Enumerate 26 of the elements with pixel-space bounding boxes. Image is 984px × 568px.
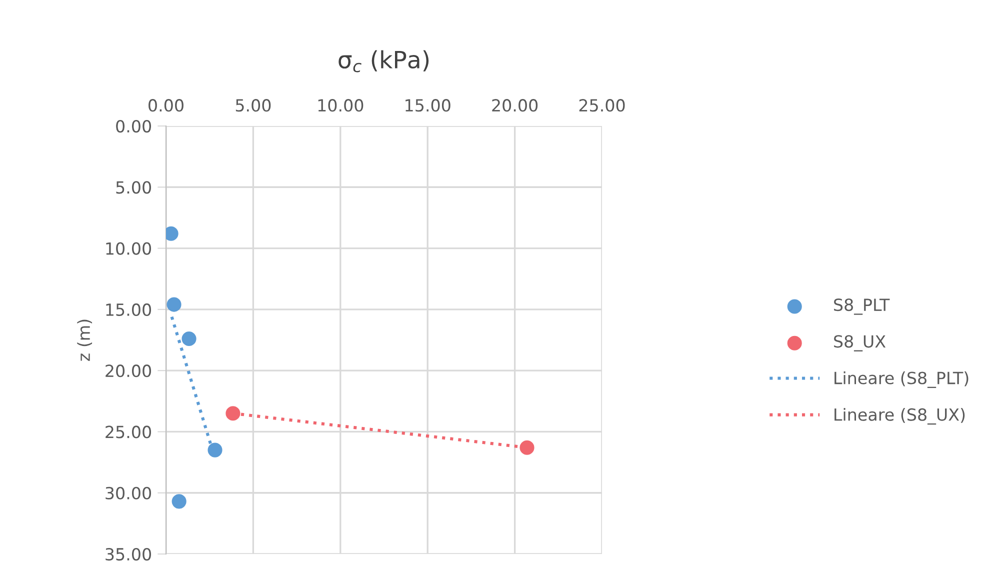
x-tick-label: 20.00 xyxy=(492,99,538,112)
y-tick-label: 15.00 xyxy=(106,303,152,316)
x-tick-label: 0.00 xyxy=(148,99,184,112)
point xyxy=(226,406,240,421)
y-tick-label: 5.00 xyxy=(116,181,152,194)
legend-label: Lineare (S8_PLT) xyxy=(834,371,968,388)
y-tick-label: 20.00 xyxy=(106,364,152,378)
y-tick-label: 30.00 xyxy=(106,486,152,500)
point xyxy=(182,331,196,346)
point xyxy=(172,494,186,509)
x-tick-label: 10.00 xyxy=(318,99,364,112)
legend-label: Lineare (S8_UX) xyxy=(834,408,965,425)
y-tick-label: 35.00 xyxy=(106,548,152,561)
legend-label: S8_PLT xyxy=(834,298,890,315)
y-tick-label: 25.00 xyxy=(106,426,152,438)
point xyxy=(520,440,534,455)
y-tick-label: 0.00 xyxy=(116,120,152,133)
y-axis-title: z (m) xyxy=(77,320,92,361)
x-tick-label: 15.00 xyxy=(406,99,450,112)
point xyxy=(166,297,182,312)
x-tick-label: 25.00 xyxy=(579,99,625,112)
y-tick-label: 10.00 xyxy=(106,242,152,255)
point xyxy=(208,442,222,458)
legend-label: S8_UX xyxy=(834,335,886,352)
x-tick-label: 5.00 xyxy=(236,99,271,112)
x-axis-title: σ$_{c}$ (kPa) xyxy=(338,50,429,72)
